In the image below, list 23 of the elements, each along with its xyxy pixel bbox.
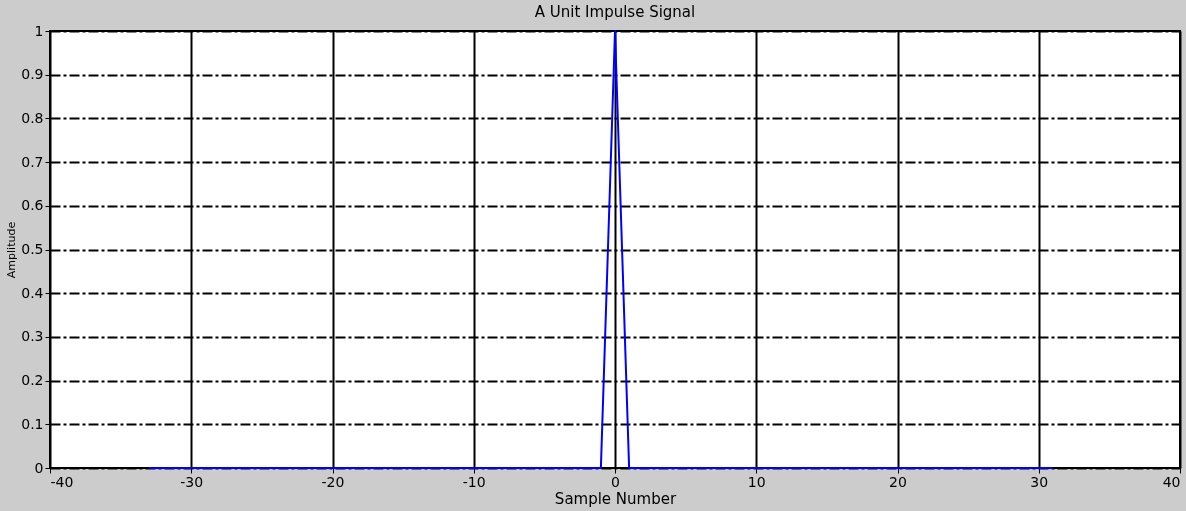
y-tick-label: 0 bbox=[34, 459, 44, 476]
chart-title: A Unit Impulse Signal bbox=[534, 3, 696, 21]
y-tick-label: 1 bbox=[34, 22, 44, 39]
y-tick-label: 0.3 bbox=[21, 328, 44, 345]
y-tick-label: 0.4 bbox=[21, 284, 44, 301]
x-tick-label: -40 bbox=[50, 473, 74, 490]
y-tick-label: 0.1 bbox=[21, 415, 44, 432]
y-axis-title: Amplitude bbox=[5, 221, 19, 279]
x-tick-label: 30 bbox=[1030, 473, 1049, 490]
y-tick-label: 0.9 bbox=[21, 66, 44, 83]
y-tick-label: 0.5 bbox=[21, 241, 44, 257]
y-tick-label: 0.2 bbox=[21, 372, 44, 389]
x-tick-label: 20 bbox=[889, 473, 907, 490]
y-tick-label: 0.8 bbox=[21, 109, 44, 126]
x-tick-label: 10 bbox=[747, 473, 766, 490]
y-tick-label: 0.7 bbox=[21, 153, 44, 170]
x-tick-label: -20 bbox=[321, 473, 345, 490]
x-axis-title: Sample Number bbox=[554, 489, 677, 508]
x-tick-label: -10 bbox=[462, 473, 486, 490]
y-tick-label: 0.6 bbox=[21, 197, 44, 214]
x-tick-label: 0 bbox=[611, 473, 620, 490]
x-tick-label: -30 bbox=[180, 473, 204, 490]
x-tick-label: 40 bbox=[1162, 473, 1181, 490]
